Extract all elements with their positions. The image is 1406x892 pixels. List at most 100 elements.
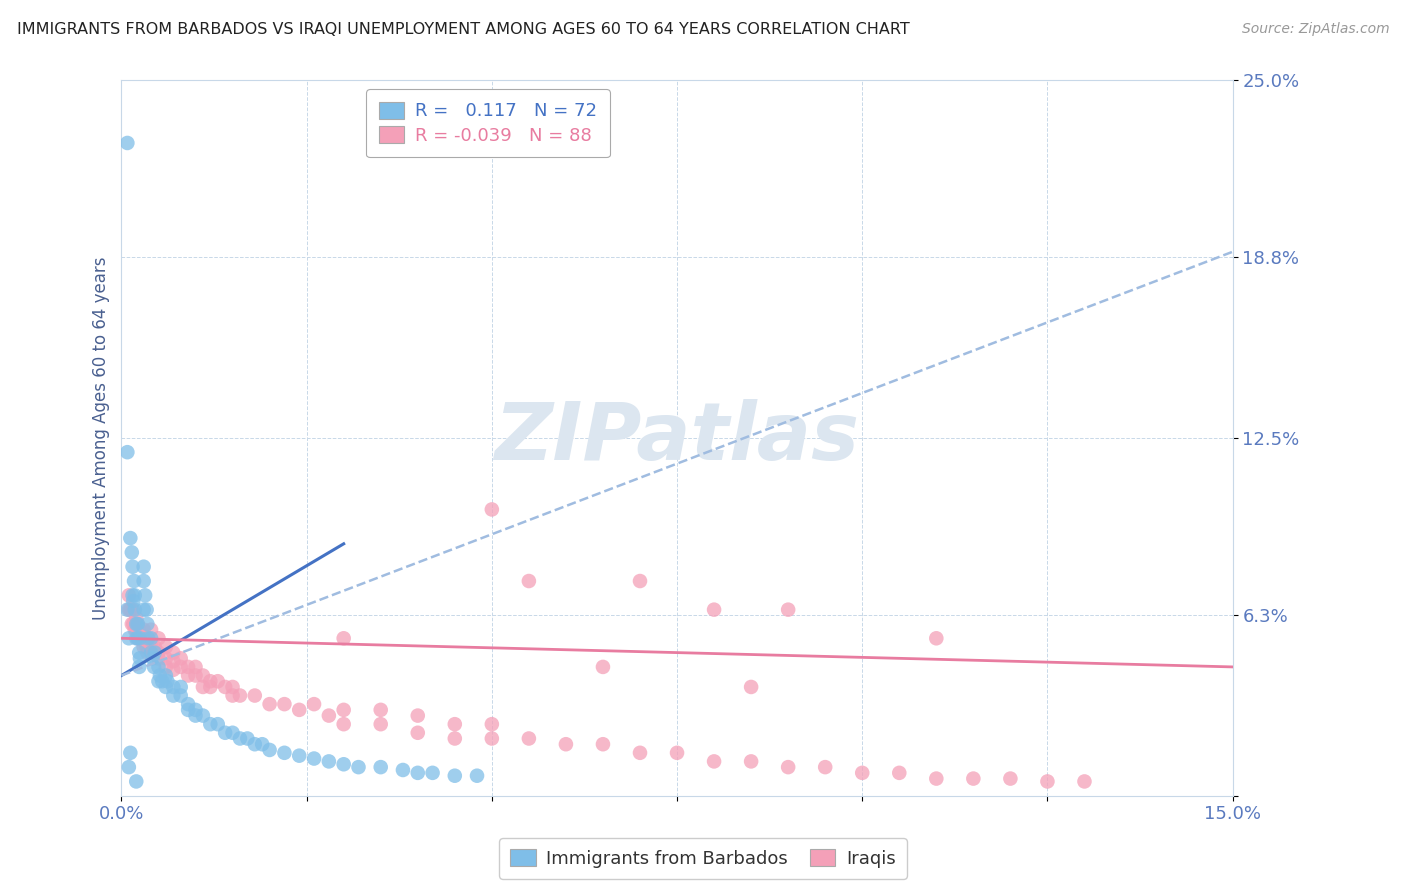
Point xyxy=(443,731,465,746)
Point xyxy=(122,594,145,608)
Point xyxy=(207,717,229,731)
Point xyxy=(666,746,689,760)
Point xyxy=(517,731,540,746)
Point xyxy=(125,632,148,646)
Point xyxy=(118,760,141,774)
Point xyxy=(148,660,170,674)
Point xyxy=(592,660,614,674)
Point xyxy=(129,632,152,646)
Point xyxy=(273,746,295,760)
Point xyxy=(200,717,222,731)
Point xyxy=(177,668,200,682)
Point xyxy=(229,689,252,703)
Point xyxy=(162,646,184,660)
Point xyxy=(142,646,165,660)
Point xyxy=(170,689,193,703)
Point xyxy=(121,602,143,616)
Point xyxy=(132,632,155,646)
Point xyxy=(117,136,139,150)
Point xyxy=(236,731,259,746)
Point xyxy=(229,731,252,746)
Point xyxy=(1036,774,1059,789)
Point xyxy=(273,697,295,711)
Point xyxy=(481,717,503,731)
Point xyxy=(318,755,340,769)
Point xyxy=(332,717,354,731)
Point xyxy=(243,737,266,751)
Point xyxy=(149,668,172,682)
Point xyxy=(127,632,149,646)
Point xyxy=(221,689,243,703)
Point xyxy=(406,765,429,780)
Point xyxy=(135,602,157,616)
Point xyxy=(191,708,214,723)
Point xyxy=(778,760,800,774)
Point xyxy=(207,674,229,689)
Point xyxy=(592,737,614,751)
Point xyxy=(740,680,762,694)
Point xyxy=(302,751,325,765)
Point xyxy=(925,772,948,786)
Point xyxy=(135,640,157,654)
Point xyxy=(481,502,503,516)
Point xyxy=(370,703,392,717)
Point xyxy=(628,746,651,760)
Point xyxy=(121,559,143,574)
Point xyxy=(422,765,444,780)
Point xyxy=(517,574,540,588)
Point xyxy=(250,737,273,751)
Point xyxy=(740,755,762,769)
Point xyxy=(118,632,141,646)
Point xyxy=(332,632,354,646)
Point xyxy=(1000,772,1022,786)
Point xyxy=(814,760,837,774)
Point xyxy=(184,668,207,682)
Point xyxy=(406,708,429,723)
Point xyxy=(155,660,177,674)
Point xyxy=(127,617,149,632)
Point xyxy=(925,632,948,646)
Point xyxy=(134,632,156,646)
Point xyxy=(122,574,145,588)
Point xyxy=(370,760,392,774)
Point xyxy=(184,660,207,674)
Text: ZIPatlas: ZIPatlas xyxy=(495,399,859,477)
Point xyxy=(129,651,152,665)
Point xyxy=(332,703,354,717)
Point xyxy=(148,646,170,660)
Point xyxy=(129,632,152,646)
Point xyxy=(150,674,173,689)
Point xyxy=(555,737,578,751)
Point xyxy=(124,602,146,616)
Point xyxy=(127,617,149,632)
Point xyxy=(177,660,200,674)
Point xyxy=(162,654,184,668)
Point xyxy=(221,680,243,694)
Point xyxy=(136,617,159,632)
Point xyxy=(118,588,141,602)
Y-axis label: Unemployment Among Ages 60 to 64 years: Unemployment Among Ages 60 to 64 years xyxy=(93,256,110,620)
Point xyxy=(125,774,148,789)
Point xyxy=(443,717,465,731)
Point xyxy=(465,769,488,783)
Point xyxy=(139,646,162,660)
Point xyxy=(221,725,243,739)
Point xyxy=(259,697,281,711)
Point xyxy=(125,617,148,632)
Point xyxy=(148,632,170,646)
Point xyxy=(118,602,141,616)
Point xyxy=(200,680,222,694)
Point xyxy=(143,640,166,654)
Point xyxy=(370,717,392,731)
Point xyxy=(121,617,143,632)
Point xyxy=(318,708,340,723)
Point xyxy=(170,651,193,665)
Point xyxy=(406,725,429,739)
Point xyxy=(139,640,162,654)
Point xyxy=(120,746,142,760)
Point xyxy=(177,697,200,711)
Point xyxy=(132,559,155,574)
Point xyxy=(125,623,148,637)
Point xyxy=(628,574,651,588)
Point xyxy=(162,680,184,694)
